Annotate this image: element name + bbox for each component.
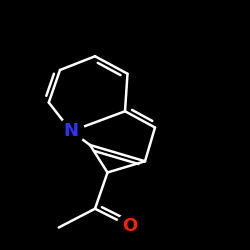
Text: O: O (122, 217, 138, 235)
Circle shape (58, 118, 84, 144)
Circle shape (117, 213, 143, 239)
Text: N: N (64, 122, 79, 140)
